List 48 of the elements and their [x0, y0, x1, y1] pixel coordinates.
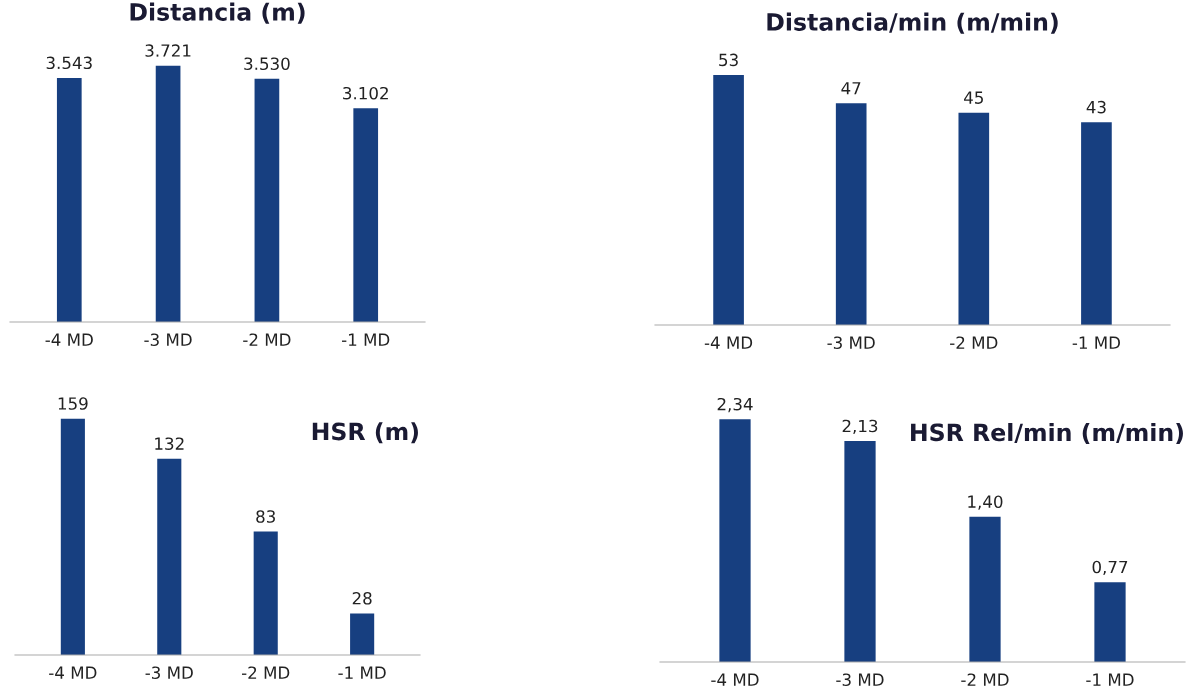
- bar: [157, 458, 182, 655]
- data-label: 1,40: [968, 495, 1003, 510]
- x-tick-label: -2 MD: [241, 666, 290, 679]
- data-label: 83: [256, 510, 275, 523]
- bar: [844, 441, 876, 662]
- x-tick-label: -1 MD: [341, 333, 390, 346]
- bar: [1081, 122, 1112, 325]
- data-label: 3.721: [145, 44, 191, 57]
- data-label: 43: [1086, 100, 1106, 114]
- data-label: 28: [352, 591, 372, 605]
- data-label: 159: [58, 397, 88, 410]
- x-tick-label: -2 MD: [950, 336, 998, 349]
- data-label: 3.543: [46, 56, 92, 70]
- data-label: 2,34: [717, 397, 753, 413]
- data-label: 2,13: [842, 419, 878, 434]
- x-tick-label: -3 MD: [836, 673, 884, 687]
- chart-title: Distancia/min (m/min): [767, 12, 1058, 34]
- bar: [969, 516, 1001, 662]
- data-label: 45: [964, 91, 983, 104]
- x-tick-label: -3 MD: [145, 666, 193, 680]
- bar: [60, 418, 85, 655]
- x-tick-label: -1 MD: [338, 666, 386, 679]
- data-label: 0,77: [1092, 560, 1128, 576]
- x-tick-label: -2 MD: [961, 673, 1009, 686]
- x-tick-label: -4 MD: [45, 333, 93, 346]
- bar: [835, 103, 867, 325]
- bar: [253, 531, 278, 655]
- chart-title: HSR (m): [312, 422, 418, 444]
- bar: [713, 75, 744, 325]
- x-tick-label: -1 MD: [1072, 336, 1121, 349]
- data-label: 53: [719, 53, 738, 67]
- x-tick-label: -1 MD: [1086, 673, 1134, 686]
- x-tick-label: -4 MD: [711, 673, 759, 686]
- bar: [719, 419, 751, 662]
- bar: [958, 112, 990, 325]
- chart-title: HSR Rel/min (m/min): [911, 422, 1183, 445]
- data-label: 132: [155, 437, 184, 450]
- chart-title: Distancia (m): [130, 2, 305, 24]
- data-label: 47: [841, 82, 861, 95]
- x-tick-label: -4 MD: [49, 666, 97, 679]
- x-tick-label: -2 MD: [243, 333, 291, 346]
- data-label: 3.102: [343, 86, 388, 100]
- data-label: 3.530: [244, 57, 290, 71]
- x-tick-label: -3 MD: [827, 336, 875, 350]
- bar: [1094, 582, 1126, 662]
- x-tick-label: -3 MD: [144, 333, 192, 347]
- x-tick-label: -4 MD: [704, 336, 753, 349]
- bar: [350, 613, 375, 655]
